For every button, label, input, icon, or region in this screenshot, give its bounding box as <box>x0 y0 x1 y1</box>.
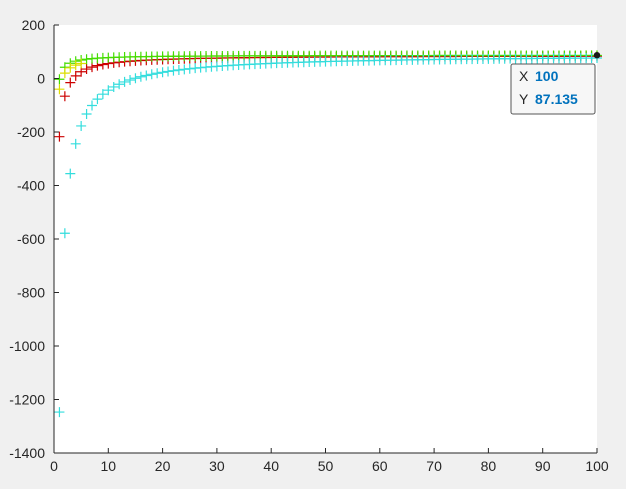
y-tick-label: 0 <box>37 71 45 87</box>
datatip-y-key: Y <box>519 91 529 107</box>
data-point[interactable] <box>135 71 146 82</box>
data-point[interactable] <box>54 84 65 95</box>
data-point[interactable] <box>65 168 76 179</box>
datatip-point[interactable] <box>593 51 601 59</box>
data-point[interactable] <box>59 91 70 102</box>
y-tick-label: -400 <box>17 178 45 194</box>
data-markers <box>54 50 602 418</box>
datatip-y-value: 87.135 <box>535 91 578 107</box>
datatip[interactable]: X 100 Y 87.135 <box>510 51 601 115</box>
data-point[interactable] <box>76 58 87 69</box>
axis-ticks: 0 10 20 30 40 50 60 70 80 90 100 200 0 -200 -400 -600 -8… <box>9 17 609 474</box>
data-point[interactable] <box>65 77 76 88</box>
data-point[interactable] <box>70 70 81 81</box>
data-point[interactable] <box>152 68 163 79</box>
data-point[interactable] <box>92 94 103 105</box>
x-tick-label: 40 <box>263 458 279 474</box>
x-tick-label: 80 <box>481 458 497 474</box>
data-point[interactable] <box>59 68 70 79</box>
data-point[interactable] <box>76 120 87 131</box>
x-tick-label: 100 <box>585 458 609 474</box>
x-tick-label: 90 <box>535 458 551 474</box>
series-3 <box>54 53 602 418</box>
y-tick-label: -1000 <box>9 338 45 354</box>
y-tick-label: -1400 <box>9 445 45 461</box>
x-tick-label: 50 <box>318 458 334 474</box>
y-tick-label: 200 <box>22 17 46 33</box>
datatip-box[interactable] <box>510 63 596 115</box>
data-point[interactable] <box>87 62 98 73</box>
data-point[interactable] <box>65 62 76 73</box>
data-point[interactable] <box>54 131 65 142</box>
data-point[interactable] <box>119 76 130 87</box>
data-point[interactable] <box>70 60 81 71</box>
x-tick-label: 10 <box>101 458 117 474</box>
datatip-x-key: X <box>519 68 529 84</box>
data-point[interactable] <box>157 67 168 78</box>
datatip-x-value: 100 <box>535 68 559 84</box>
data-point[interactable] <box>103 85 114 96</box>
data-point[interactable] <box>125 74 136 85</box>
data-point[interactable] <box>130 73 141 84</box>
data-point[interactable] <box>146 69 157 80</box>
data-point[interactable] <box>173 64 184 75</box>
x-tick-label: 0 <box>50 458 58 474</box>
series-4 <box>54 58 87 95</box>
data-point[interactable] <box>163 66 174 77</box>
x-tick-label: 20 <box>155 458 171 474</box>
data-point[interactable] <box>97 89 108 100</box>
x-tick-label: 70 <box>426 458 442 474</box>
plot-area[interactable] <box>54 25 597 453</box>
y-tick-label: -200 <box>17 124 45 140</box>
data-point[interactable] <box>59 228 70 239</box>
data-point[interactable] <box>54 407 65 418</box>
x-tick-label: 60 <box>372 458 388 474</box>
y-tick-label: -800 <box>17 285 45 301</box>
data-point[interactable] <box>141 70 152 81</box>
data-point[interactable] <box>70 138 81 149</box>
data-point[interactable] <box>168 65 179 76</box>
data-point[interactable] <box>81 64 92 75</box>
data-point[interactable] <box>114 79 125 90</box>
y-tick-label: -600 <box>17 231 45 247</box>
data-point[interactable] <box>54 74 65 85</box>
data-point[interactable] <box>108 81 119 92</box>
x-tick-label: 30 <box>209 458 225 474</box>
data-point[interactable] <box>87 100 98 111</box>
data-point[interactable] <box>81 109 92 120</box>
y-tick-label: -1200 <box>9 392 45 408</box>
